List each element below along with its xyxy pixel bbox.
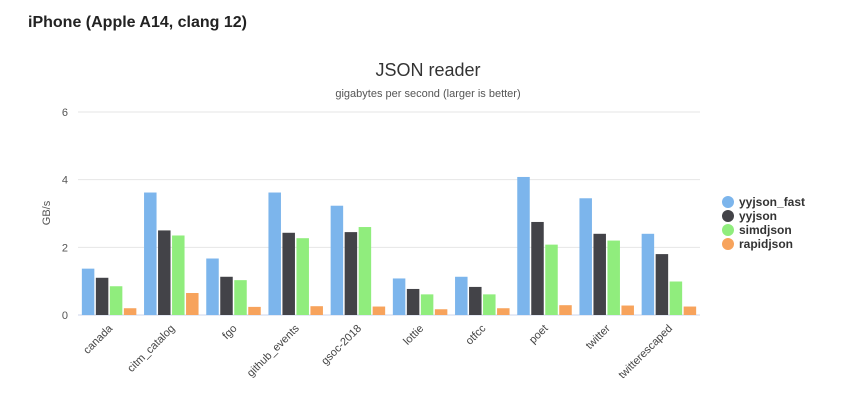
y-tick-labels: 0 2 4 6: [62, 107, 68, 322]
y-tick-label: 2: [62, 242, 68, 254]
bar-yyjson-canada[interactable]: [95, 277, 109, 315]
page-heading: iPhone (Apple A14, clang 12): [28, 14, 248, 31]
bar-yyjson-twitterescaped[interactable]: [655, 254, 669, 315]
gridlines: [78, 111, 700, 316]
x-tick-label: canada: [81, 322, 116, 357]
legend-marker-icon: [722, 224, 734, 236]
bar-yyjson_fast-twitterescaped[interactable]: [641, 233, 655, 315]
x-tick-label: twitterescaped: [616, 323, 675, 382]
bar-yyjson_fast-fgo[interactable]: [206, 258, 219, 316]
chart-subtitle: gigabytes per second (larger is better): [335, 88, 520, 100]
legend-item-simdjson[interactable]: simdjson: [722, 223, 805, 237]
bar-yyjson-citm_catalog[interactable]: [158, 230, 171, 315]
legend-item-rapidjson[interactable]: rapidjson: [722, 237, 805, 251]
bar-simdjson-canada[interactable]: [109, 286, 123, 315]
y-tick-label: 4: [62, 175, 68, 187]
bar-simdjson-twitter[interactable]: [607, 240, 620, 315]
legend-marker-icon: [722, 210, 734, 222]
y-tick-label: 6: [62, 107, 68, 119]
chart-legend: yyjson_fast yyjson simdjson rapidjson: [722, 195, 805, 251]
bar-rapidjson-twitterescaped[interactable]: [683, 306, 697, 315]
legend-label: simdjson: [739, 223, 792, 237]
bar-rapidjson-otfcc[interactable]: [497, 308, 510, 315]
bar-rapidjson-github_events[interactable]: [310, 306, 323, 315]
legend-label: rapidjson: [739, 237, 794, 251]
bar-yyjson-otfcc[interactable]: [469, 286, 482, 315]
bar-simdjson-github_events[interactable]: [296, 238, 309, 315]
bar-rapidjson-poet[interactable]: [559, 305, 572, 315]
y-axis-label: GB/s: [41, 200, 53, 225]
x-tick-label: gsoc-2018: [319, 323, 364, 368]
legend-marker-icon: [722, 238, 734, 250]
x-tick-label: otfcc: [464, 322, 489, 347]
bar-yyjson-poet[interactable]: [531, 221, 544, 315]
legend-item-yyjson_fast[interactable]: yyjson_fast: [722, 195, 805, 209]
x-tick-label: citm_catalog: [125, 323, 177, 375]
bar-simdjson-poet[interactable]: [545, 244, 558, 315]
bar-simdjson-otfcc[interactable]: [483, 294, 496, 315]
bar-yyjson-fgo[interactable]: [220, 276, 233, 315]
bar-rapidjson-gsoc-2018[interactable]: [372, 306, 386, 315]
legend-label: yyjson: [739, 209, 778, 223]
bar-yyjson_fast-lottie[interactable]: [392, 278, 406, 315]
x-tick-label: fgo: [220, 323, 239, 342]
bar-rapidjson-citm_catalog[interactable]: [186, 293, 199, 315]
bar-yyjson_fast-github_events[interactable]: [268, 192, 281, 315]
bar-yyjson-lottie[interactable]: [406, 288, 420, 315]
legend-item-yyjson[interactable]: yyjson: [722, 209, 805, 223]
bar-simdjson-citm_catalog[interactable]: [172, 235, 185, 315]
legend-marker-icon: [722, 196, 734, 208]
bar-simdjson-twitterescaped[interactable]: [669, 281, 683, 316]
bar-simdjson-lottie[interactable]: [420, 294, 434, 315]
bar-rapidjson-twitter[interactable]: [621, 305, 634, 315]
bar-simdjson-gsoc-2018[interactable]: [358, 227, 372, 315]
x-tick-label: lottie: [401, 323, 426, 348]
bar-yyjson_fast-gsoc-2018[interactable]: [330, 205, 344, 315]
bar-rapidjson-fgo[interactable]: [248, 306, 261, 315]
y-tick-label: 0: [62, 310, 68, 322]
bar-yyjson-twitter[interactable]: [593, 233, 606, 315]
bar-rapidjson-lottie[interactable]: [434, 309, 448, 315]
legend-label: yyjson_fast: [739, 195, 806, 209]
bars: [81, 176, 697, 316]
x-tick-label: poet: [527, 323, 551, 347]
bar-yyjson_fast-otfcc[interactable]: [455, 276, 468, 315]
bar-rapidjson-canada[interactable]: [123, 308, 137, 315]
bar-yyjson_fast-twitter[interactable]: [579, 198, 592, 315]
x-tick-labels: canada citm_catalog fgo github_events gsoc-2…: [81, 322, 675, 381]
bar-yyjson-github_events[interactable]: [282, 232, 295, 315]
bar-yyjson_fast-citm_catalog[interactable]: [144, 192, 157, 315]
bar-yyjson_fast-canada[interactable]: [81, 268, 95, 315]
x-tick-label: github_events: [245, 322, 302, 379]
bar-yyjson_fast-poet[interactable]: [517, 176, 530, 315]
bar-simdjson-fgo[interactable]: [234, 280, 247, 315]
chart-title: JSON reader: [375, 60, 480, 80]
x-tick-label: twitter: [584, 322, 613, 351]
bar-yyjson-gsoc-2018[interactable]: [344, 232, 358, 315]
